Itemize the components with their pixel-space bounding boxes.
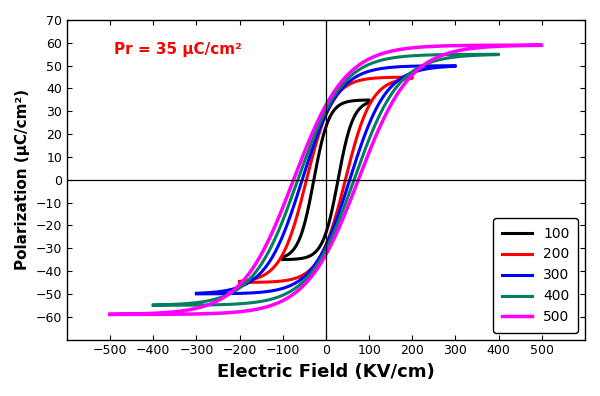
- 300: [427, 66, 434, 70]
- 100: [358, 105, 365, 110]
- 400: [149, 303, 157, 307]
- 500: [374, 53, 382, 57]
- 200: [404, 75, 412, 80]
- 500: [528, 43, 535, 48]
- Line: 500: 500: [110, 45, 542, 314]
- 500: [123, 312, 130, 317]
- 300: [286, 284, 293, 288]
- 300: [452, 63, 459, 68]
- 100: [283, 257, 290, 262]
- 500: [538, 43, 545, 48]
- 200: [409, 75, 416, 80]
- 500: [497, 44, 505, 49]
- Text: Pr = 35 μC/cm²: Pr = 35 μC/cm²: [115, 42, 242, 57]
- Line: 400: 400: [153, 54, 499, 305]
- 200: [343, 84, 350, 88]
- Legend: 100, 200, 300, 400, 500: 100, 200, 300, 400, 500: [493, 218, 578, 333]
- X-axis label: Electric Field (KV/cm): Electric Field (KV/cm): [217, 363, 435, 381]
- 300: [193, 291, 200, 296]
- 500: [106, 312, 113, 317]
- 300: [353, 74, 361, 78]
- 400: [495, 52, 502, 57]
- 400: [364, 63, 371, 67]
- 400: [194, 300, 201, 305]
- 300: [193, 291, 200, 296]
- Line: 300: 300: [196, 66, 455, 294]
- 400: [163, 303, 170, 308]
- Line: 100: 100: [283, 100, 369, 260]
- 200: [392, 79, 400, 84]
- 100: [279, 255, 286, 259]
- 100: [279, 257, 286, 262]
- 100: [310, 251, 317, 256]
- 400: [462, 53, 469, 58]
- 300: [446, 63, 453, 68]
- Y-axis label: Polarization (μC/cm²): Polarization (μC/cm²): [15, 89, 30, 270]
- 100: [290, 247, 298, 251]
- 400: [149, 303, 157, 308]
- 200: [236, 280, 243, 285]
- 400: [273, 295, 280, 300]
- 200: [258, 274, 265, 279]
- Line: 200: 200: [239, 77, 412, 282]
- 400: [487, 52, 494, 57]
- 200: [242, 280, 250, 285]
- 300: [203, 291, 210, 296]
- 500: [161, 310, 169, 315]
- 500: [261, 305, 268, 310]
- 500: [106, 312, 113, 317]
- 200: [298, 274, 305, 278]
- 100: [364, 98, 371, 103]
- 200: [236, 279, 243, 284]
- 300: [226, 287, 233, 292]
- 100: [365, 98, 373, 103]
- 100: [333, 105, 340, 110]
